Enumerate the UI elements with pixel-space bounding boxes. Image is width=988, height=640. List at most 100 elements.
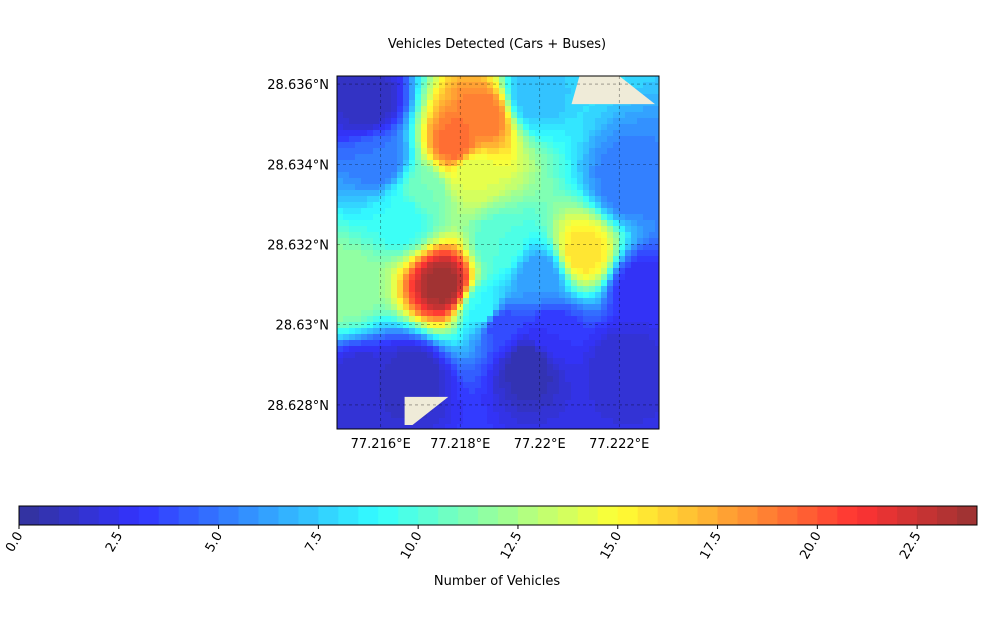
heatmap-cell: [595, 154, 602, 161]
heatmap-cell: [571, 346, 578, 353]
heatmap-cell: [499, 118, 506, 125]
heatmap-cell: [355, 346, 362, 353]
heatmap-cell: [439, 76, 446, 83]
heatmap-cell: [397, 154, 404, 161]
heatmap-cell: [457, 112, 464, 119]
heatmap-cell: [643, 298, 650, 305]
heatmap-cell: [559, 196, 566, 203]
heatmap-cell: [529, 334, 536, 341]
heatmap-cell: [397, 118, 404, 125]
heatmap-cell: [481, 118, 488, 125]
heatmap-cell: [541, 400, 548, 407]
heatmap-cell: [361, 388, 368, 395]
heatmap-cell: [421, 94, 428, 101]
heatmap-cell: [481, 172, 488, 179]
heatmap-cell: [613, 208, 620, 215]
heatmap-cell: [433, 322, 440, 329]
heatmap-cell: [445, 82, 452, 89]
heatmap-cell: [523, 154, 530, 161]
heatmap-cell: [403, 346, 410, 353]
heatmap-cell: [541, 172, 548, 179]
heatmap-cell: [637, 124, 644, 131]
heatmap-cell: [427, 166, 434, 173]
heatmap-cell: [415, 136, 422, 143]
heatmap-cell: [337, 244, 344, 251]
heatmap-cell: [529, 406, 536, 413]
colorbar-tick-label: 22.5: [897, 530, 924, 563]
heatmap-cell: [577, 286, 584, 293]
heatmap-cell: [499, 298, 506, 305]
heatmap-cell: [547, 238, 554, 245]
heatmap-cell: [583, 274, 590, 281]
heatmap-cell: [403, 76, 410, 83]
heatmap-cell: [607, 274, 614, 281]
heatmap-cell: [469, 124, 476, 131]
heatmap-cell: [451, 226, 458, 233]
heatmap-cell: [439, 124, 446, 131]
heatmap-cell: [637, 244, 644, 251]
heatmap-cell: [415, 292, 422, 299]
heatmap-cell: [613, 136, 620, 143]
heatmap-cell: [343, 268, 350, 275]
heatmap-cell: [451, 424, 458, 429]
heatmap-cell: [571, 160, 578, 167]
heatmap-cell: [349, 340, 356, 347]
heatmap-cell: [427, 358, 434, 365]
heatmap-cell: [469, 190, 476, 197]
heatmap-cell: [499, 424, 506, 429]
heatmap-cell: [559, 388, 566, 395]
heatmap-cell: [607, 262, 614, 269]
heatmap-cell: [385, 280, 392, 287]
heatmap-cell: [457, 172, 464, 179]
heatmap-cell: [535, 214, 542, 221]
heatmap-cell: [475, 316, 482, 323]
heatmap-cell: [337, 412, 344, 419]
heatmap-cell: [529, 124, 536, 131]
heatmap-cell: [451, 130, 458, 137]
heatmap-cell: [463, 346, 470, 353]
heatmap-cell: [589, 376, 596, 383]
heatmap-cell: [625, 268, 632, 275]
heatmap-cell: [577, 196, 584, 203]
heatmap-cell: [361, 310, 368, 317]
heatmap-cell: [643, 196, 650, 203]
heatmap-cell: [577, 190, 584, 197]
heatmap-cell: [367, 238, 374, 245]
heatmap-cell: [421, 370, 428, 377]
heatmap-cell: [457, 154, 464, 161]
heatmap-cell: [541, 154, 548, 161]
heatmap-cell: [577, 130, 584, 137]
heatmap-cell: [343, 394, 350, 401]
heatmap-cell: [601, 310, 608, 317]
heatmap-cell: [367, 274, 374, 281]
heatmap-cell: [379, 328, 386, 335]
heatmap-cell: [625, 412, 632, 419]
heatmap-cell: [385, 358, 392, 365]
heatmap-cell: [415, 334, 422, 341]
heatmap-cell: [523, 208, 530, 215]
heatmap-cell: [499, 322, 506, 329]
heatmap-cell: [559, 418, 566, 425]
heatmap-cell: [361, 226, 368, 233]
heatmap-cell: [469, 406, 476, 413]
heatmap-cell: [451, 280, 458, 287]
heatmap-cell: [523, 274, 530, 281]
heatmap-cell: [517, 256, 524, 263]
heatmap-cell: [343, 82, 350, 89]
heatmap-cell: [409, 82, 416, 89]
heatmap-cell: [535, 256, 542, 263]
heatmap-cell: [463, 316, 470, 323]
heatmap-cell: [397, 238, 404, 245]
heatmap-cell: [541, 340, 548, 347]
heatmap-cell: [643, 112, 650, 119]
heatmap-cell: [421, 244, 428, 251]
heatmap-cell: [361, 178, 368, 185]
heatmap-cell: [475, 160, 482, 167]
heatmap-cell: [559, 178, 566, 185]
heatmap-cell: [379, 352, 386, 359]
heatmap-cell: [511, 82, 518, 89]
x-tick-label: 77.218°E: [430, 437, 490, 452]
heatmap-cell: [619, 346, 626, 353]
heatmap-cell: [385, 370, 392, 377]
heatmap-cell: [559, 310, 566, 317]
